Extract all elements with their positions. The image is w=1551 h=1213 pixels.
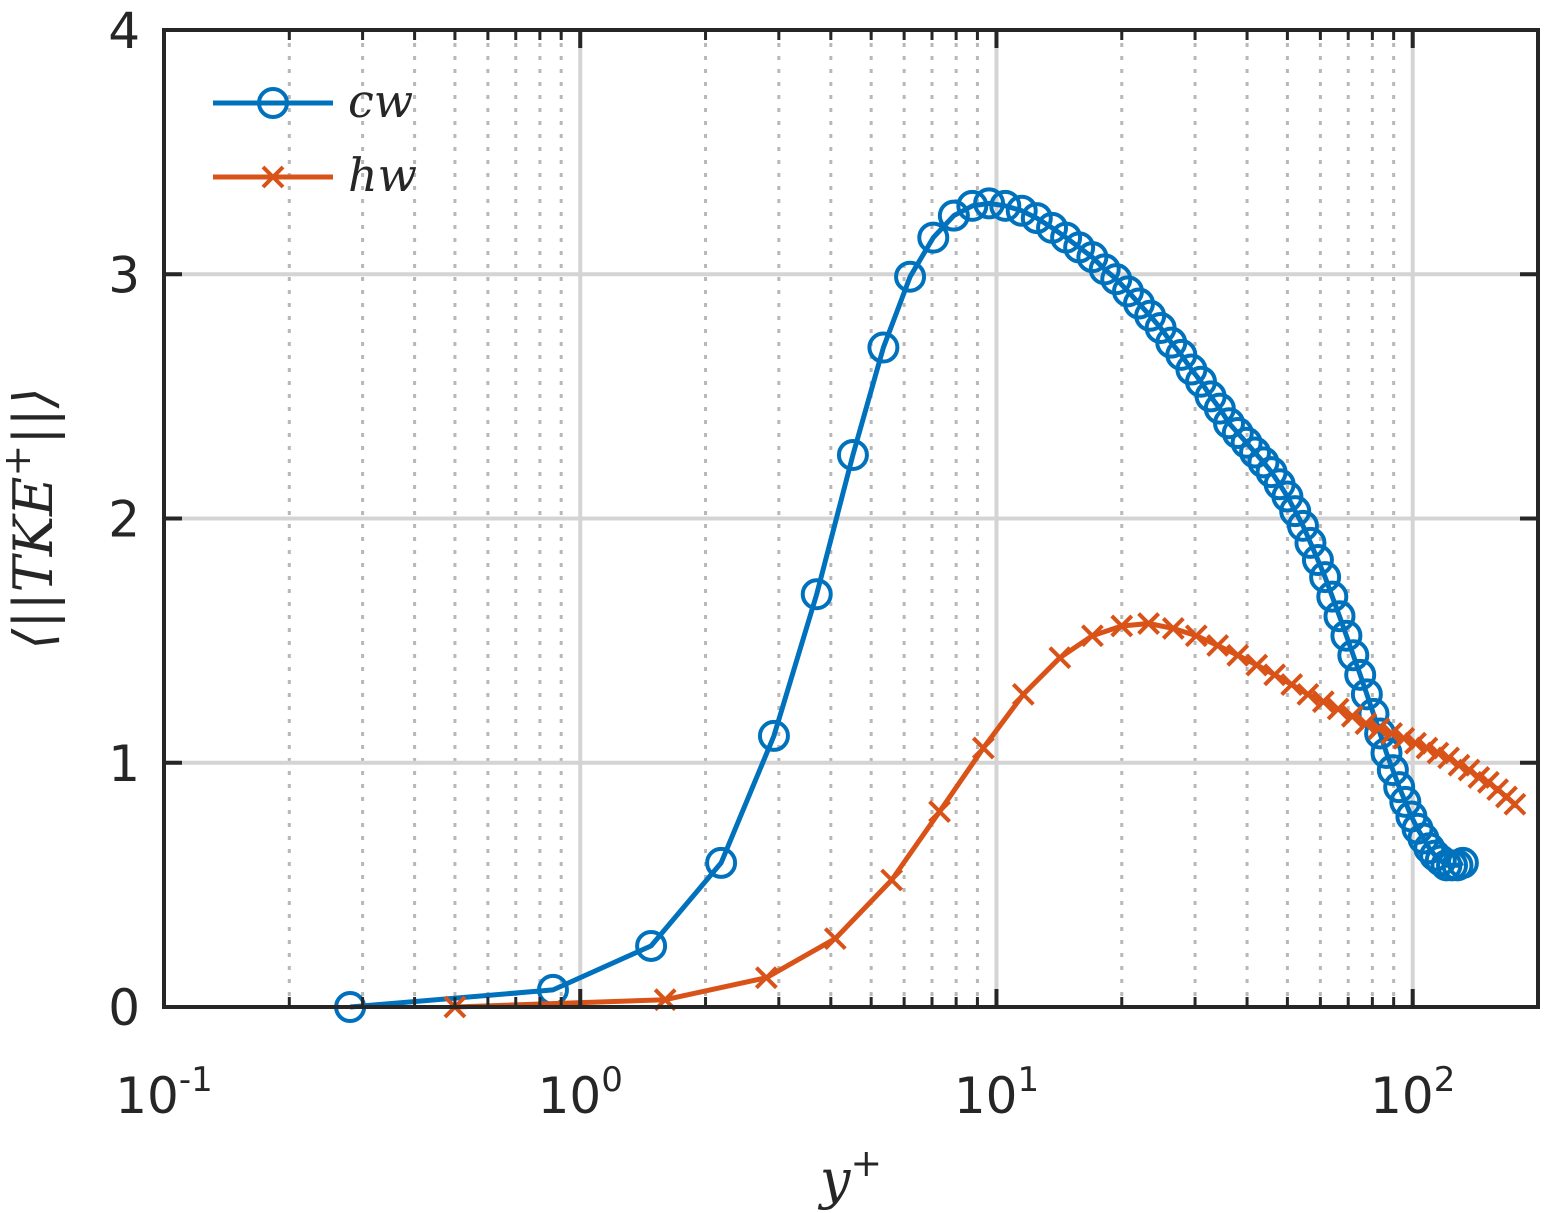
data-point-hw — [1048, 646, 1072, 670]
y-tick-label: 2 — [108, 491, 140, 549]
data-point-cw — [956, 189, 989, 222]
data-point-cw — [1005, 194, 1038, 227]
x-tick-label: 100 — [538, 1060, 623, 1125]
data-point-hw — [1011, 682, 1035, 706]
data-point-cw — [1239, 436, 1272, 469]
y-axis-label-sup: + — [0, 445, 39, 477]
data-point-hw — [1110, 614, 1134, 638]
data-point-hw — [1340, 704, 1364, 728]
data-point-hw — [823, 927, 847, 951]
x-tick-label: 10-1 — [115, 1060, 213, 1125]
y-tick-label: 1 — [108, 735, 140, 793]
data-point-hw — [1326, 697, 1350, 721]
legend-marker-cw — [257, 87, 289, 119]
data-point-cw — [1330, 619, 1363, 652]
data-point-hw — [1437, 746, 1461, 770]
data-point-cw — [937, 199, 970, 232]
series-layer — [334, 187, 1527, 1023]
data-point-cw — [1286, 509, 1319, 542]
data-point-cw — [973, 187, 1006, 220]
y-tick-label: 3 — [108, 246, 140, 304]
data-point-hw — [880, 868, 904, 892]
data-point-hw — [1392, 726, 1416, 750]
data-point-cw — [1316, 580, 1349, 613]
legend-marker-hw — [261, 165, 285, 189]
legend: cw hw — [213, 74, 417, 202]
legend-item-hw: hw — [213, 148, 417, 202]
series-hw — [443, 612, 1527, 1019]
y-axis-label: ⟨||TKE+||⟩ — [0, 387, 65, 650]
data-point-hw — [1311, 690, 1335, 714]
data-point-cw — [1309, 561, 1342, 594]
x-tick-label: 102 — [1370, 1060, 1455, 1125]
data-point-cw — [894, 260, 927, 293]
data-point-cw — [989, 189, 1022, 222]
data-point-cw — [917, 221, 950, 254]
data-point-cw — [800, 578, 833, 611]
data-point-cw — [1247, 446, 1280, 479]
data-point-hw — [754, 966, 778, 990]
data-point-cw — [1383, 771, 1416, 804]
y-axis-label-pre: ⟨|| — [2, 592, 65, 649]
data-point-cw — [836, 438, 869, 471]
y-axis-label-post: ||⟩ — [2, 387, 65, 444]
data-point-hw — [1280, 673, 1304, 697]
data-point-hw — [1503, 792, 1527, 816]
data-point-cw — [867, 331, 900, 364]
data-point-cw — [1446, 846, 1479, 879]
data-point-cw — [1213, 407, 1246, 440]
data-point-cw — [757, 719, 790, 752]
data-point-hw — [1367, 717, 1391, 740]
data-point-cw — [635, 929, 668, 962]
data-point-cw — [1344, 658, 1377, 691]
legend-label-cw: cw — [348, 74, 413, 128]
x-axis-label: y+ — [818, 1141, 882, 1211]
legend-label-hw: hw — [348, 148, 417, 202]
x-tick-label: 101 — [954, 1060, 1039, 1125]
data-point-cw — [1389, 785, 1422, 818]
data-point-cw — [1221, 417, 1254, 450]
data-point-hw — [1184, 624, 1208, 648]
data-point-hw — [1206, 634, 1230, 657]
data-point-cw — [1376, 754, 1409, 787]
data-point-hw — [928, 800, 951, 824]
data-point-hw — [1245, 653, 1269, 677]
data-point-cw — [705, 846, 738, 879]
data-point-hw — [1263, 663, 1287, 687]
x-axis-label-base: y — [818, 1148, 852, 1211]
data-point-hw — [971, 736, 995, 760]
data-point-cw — [1350, 678, 1383, 711]
y-tick-label: 0 — [108, 979, 140, 1037]
data-point-hw — [1380, 722, 1404, 745]
y-axis-label-base: TKE — [2, 477, 65, 593]
data-point-hw — [1296, 682, 1320, 706]
data-point-cw — [1230, 426, 1263, 459]
data-point-hw — [1137, 612, 1161, 635]
ticks: 10-1 100 101 102 0 1 2 3 4 — [108, 2, 1540, 1125]
data-point-hw — [1226, 643, 1250, 667]
data-point-hw — [1161, 616, 1185, 640]
x-axis-label-sup: + — [850, 1141, 882, 1185]
data-point-hw — [1354, 712, 1378, 736]
data-point-cw — [1294, 526, 1327, 559]
legend-item-cw: cw — [213, 74, 413, 128]
data-point-cw — [1323, 600, 1356, 633]
series-cw — [334, 187, 1479, 1023]
data-point-cw — [1337, 639, 1370, 672]
data-point-hw — [1404, 731, 1427, 755]
data-point-cw — [1301, 544, 1334, 577]
data-point-hw — [1080, 624, 1104, 648]
y-tick-label: 4 — [108, 2, 140, 60]
